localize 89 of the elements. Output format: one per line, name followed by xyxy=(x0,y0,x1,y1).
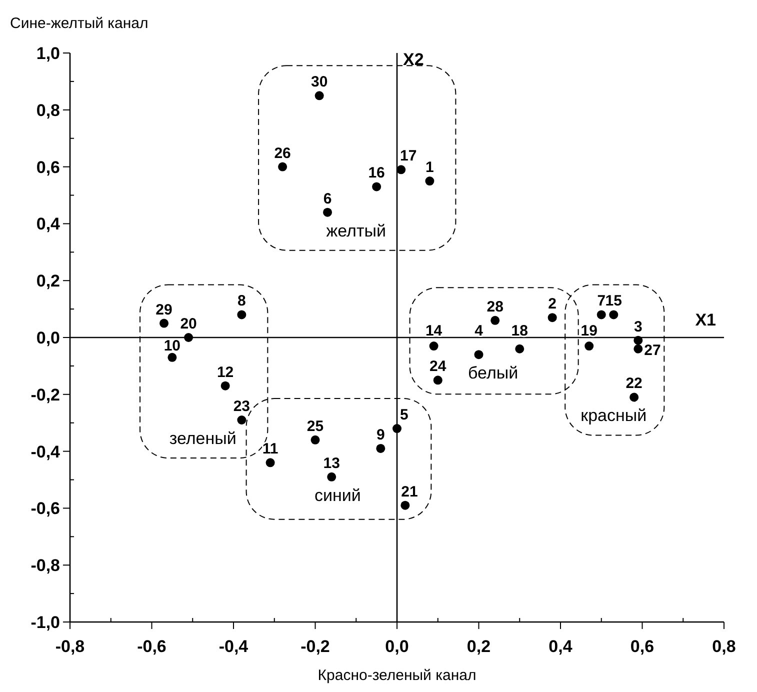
point xyxy=(237,416,246,425)
series-label: желтый xyxy=(326,221,386,240)
x-tick-label: 0,2 xyxy=(466,637,491,656)
annotation: 16 xyxy=(368,164,385,182)
series-label: синий xyxy=(314,486,361,505)
point xyxy=(425,176,434,186)
x-tick-label: 0,0 xyxy=(385,637,409,656)
annotation: 2 xyxy=(548,296,556,313)
point xyxy=(392,424,402,434)
x-tick-label: 0,4 xyxy=(548,637,573,656)
y-tick-label: 0,6 xyxy=(36,158,60,177)
point xyxy=(220,381,230,390)
point xyxy=(310,435,320,444)
annotation: 19 xyxy=(580,322,598,340)
annotation: 17 xyxy=(400,148,417,165)
y-tick-label: 0,2 xyxy=(36,272,60,291)
annotation: 30 xyxy=(310,74,328,91)
annotation: 3 xyxy=(634,318,642,336)
y-tick-label: -1,0 xyxy=(30,613,60,632)
point xyxy=(396,165,406,174)
series-label: белый xyxy=(468,364,518,383)
point xyxy=(376,444,386,453)
point xyxy=(474,350,484,360)
annotation: 22 xyxy=(626,375,642,392)
point xyxy=(266,458,275,468)
y-tick-label: 0,4 xyxy=(36,214,61,234)
x-axis-title: Красно-зеленый канал xyxy=(318,667,476,684)
point xyxy=(596,310,606,320)
point xyxy=(160,318,169,328)
annotation: 28 xyxy=(486,298,504,316)
ref-line-label: X1 xyxy=(695,310,716,330)
point xyxy=(237,310,246,320)
series-label: красный xyxy=(580,406,647,426)
y-tick-label: -0,8 xyxy=(30,556,60,576)
annotation: 9 xyxy=(376,426,385,444)
annotation: 26 xyxy=(274,144,291,162)
annotation: 14 xyxy=(425,322,443,340)
series-label: зеленый xyxy=(169,429,236,448)
annotation: 7 xyxy=(597,292,606,310)
point xyxy=(634,336,643,345)
annotation: 5 xyxy=(400,406,408,424)
annotation: 20 xyxy=(180,316,197,332)
point xyxy=(630,392,639,402)
annotation: 12 xyxy=(216,364,234,381)
y-axis-title: Сине-желтый канал xyxy=(10,15,148,32)
y-tick-label: 0,0 xyxy=(36,328,60,348)
annotation: 21 xyxy=(401,483,418,500)
point xyxy=(314,91,324,100)
y-tick-label: 1,0 xyxy=(36,44,60,63)
point xyxy=(490,316,500,325)
point xyxy=(278,162,288,172)
y-tick-label: -0,4 xyxy=(30,442,61,462)
point xyxy=(634,344,643,354)
x-tick-label: -0,8 xyxy=(55,637,85,656)
point xyxy=(548,313,557,322)
point xyxy=(433,376,442,385)
point xyxy=(168,352,177,362)
y-tick-label: -0,6 xyxy=(30,499,60,518)
y-tick-label: 0,8 xyxy=(36,100,60,120)
y-tick-label: -0,2 xyxy=(30,385,60,404)
annotation: 23 xyxy=(233,398,250,416)
annotation: 24 xyxy=(430,358,447,376)
ref-line-label: X2 xyxy=(403,50,424,69)
annotation: 10 xyxy=(164,338,181,354)
point xyxy=(584,342,594,351)
x-tick-label: -0,4 xyxy=(218,637,249,656)
annotation: 18 xyxy=(511,322,528,340)
point xyxy=(400,500,410,510)
x-tick-label: 0,8 xyxy=(712,637,736,656)
annotation: 27 xyxy=(644,342,661,359)
point xyxy=(323,208,332,217)
annotation: 11 xyxy=(262,440,278,458)
annotation: 29 xyxy=(156,301,172,318)
annotation: 4 xyxy=(474,322,484,340)
x-tick-label: -0,2 xyxy=(300,637,330,656)
annotation: 6 xyxy=(323,190,332,208)
point xyxy=(429,342,438,351)
x-tick-label: 0,6 xyxy=(630,637,654,656)
point xyxy=(609,310,618,320)
annotation: 1 xyxy=(426,159,434,176)
point xyxy=(184,333,194,342)
annotation: 25 xyxy=(306,418,324,435)
point xyxy=(515,344,524,354)
annotation: 15 xyxy=(605,292,622,310)
annotation: 8 xyxy=(238,292,246,310)
point xyxy=(372,182,382,192)
x-tick-label: -0,6 xyxy=(137,637,166,656)
point xyxy=(327,472,336,482)
annotation: 13 xyxy=(323,454,340,472)
